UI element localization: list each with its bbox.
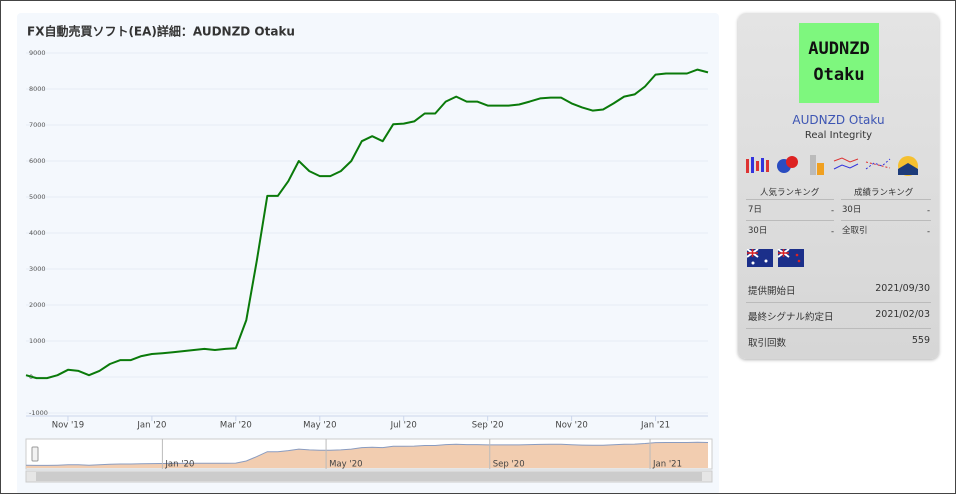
category-icons [746, 155, 918, 176]
x-tick-label: Nov '19 [52, 421, 84, 431]
ranking-value: - [831, 206, 835, 216]
icon [833, 157, 859, 170]
y-tick-label: -1000 [29, 409, 48, 417]
divider [746, 328, 931, 329]
navigator-label: May '20 [329, 460, 362, 470]
x-tick-label: Nov '20 [555, 421, 587, 431]
navigator-handle[interactable] [31, 446, 39, 462]
icon [810, 155, 824, 175]
detail-label: 提供開始日 [748, 286, 796, 297]
x-tick-label: May '20 [303, 421, 336, 431]
ranking-label: 7日 [748, 205, 762, 215]
y-tick-label: 8000 [29, 85, 46, 93]
logo: AUDNZD Otaku [799, 23, 879, 103]
x-tick-label: Sep '20 [472, 421, 504, 431]
detail-value: 2021/09/30 [875, 283, 930, 294]
ranking-value: - [831, 227, 835, 237]
ranking-label: 全取引 [842, 226, 868, 236]
navigator-label: Sep '20 [493, 460, 525, 470]
detail-row: 最終シグナル約定日 2021/02/03 [748, 309, 930, 323]
y-tick-label: 4000 [29, 229, 46, 237]
flag-aud [747, 249, 773, 267]
y-tick-label: 2000 [29, 301, 46, 309]
detail-value: 2021/02/03 [875, 309, 930, 320]
chart: FX自動売買ソフト(EA)詳細：AUDNZD Otaku -1000010002… [25, 24, 713, 483]
ranking-header: 成績ランキング [854, 188, 914, 198]
icon [746, 157, 769, 173]
ranking-label: 30日 [748, 226, 768, 236]
equity-line [25, 68, 709, 380]
detail-row: 取引回数 559 [748, 335, 930, 349]
divider [841, 220, 931, 221]
detail-label: 取引回数 [748, 338, 787, 349]
divider [841, 199, 931, 200]
icon [898, 156, 918, 176]
y-tick-label: 6000 [29, 157, 46, 165]
x-tick-label: Jul '20 [390, 421, 417, 431]
flag-nzd [777, 249, 804, 267]
author: Real Integrity [804, 130, 873, 141]
scrollbar-thumb[interactable] [36, 472, 702, 481]
detail-label: 最終シグナル約定日 [748, 312, 834, 323]
chart-panel: FX自動売買ソフト(EA)詳細：AUDNZD Otaku -1000 0 1000 2… [17, 13, 719, 493]
ranking-label: 30日 [842, 205, 862, 215]
navigator-line [25, 441, 709, 466]
divider [746, 302, 931, 303]
x-tick-label: Jan '20 [136, 421, 166, 431]
navigator-label: Jan '20 [164, 460, 194, 470]
x-tick-label: Mar '20 [220, 421, 252, 431]
detail-value: 559 [911, 335, 930, 346]
sidebar: AUDNZD Otaku AUDNZD Otaku Real Integrity… [738, 13, 939, 359]
system-link[interactable]: AUDNZD Otaku [792, 113, 885, 127]
ranking-header: 人気ランキング [760, 188, 820, 198]
ranking-value: - [927, 206, 931, 216]
y-tick-label: 9000 [29, 49, 46, 57]
divider [746, 220, 834, 221]
y-tick-label: 3000 [29, 265, 46, 273]
navigator-label: Jan '21 [652, 460, 682, 470]
y-tick-label: 7000 [29, 121, 46, 129]
currency-flags [747, 249, 804, 267]
divider [746, 199, 834, 200]
ranking-value: - [927, 227, 931, 237]
x-tick-label: Jan '21 [640, 421, 670, 431]
icon [865, 158, 891, 170]
detail-row: 提供開始日 2021/09/30 [748, 283, 930, 297]
y-tick-label: 1000 [29, 337, 46, 345]
icon [777, 156, 798, 173]
chart-title: FX自動売買ソフト(EA)詳細：AUDNZD Otaku [27, 24, 295, 39]
y-tick-label: 5000 [29, 193, 46, 201]
navigator-area [26, 442, 708, 468]
